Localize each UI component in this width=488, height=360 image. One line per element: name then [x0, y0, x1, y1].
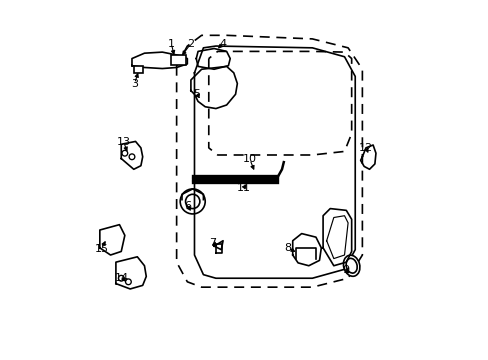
Text: 3: 3 — [131, 78, 138, 89]
Text: 7: 7 — [209, 238, 216, 248]
FancyBboxPatch shape — [134, 66, 142, 73]
Ellipse shape — [346, 258, 356, 273]
Text: 5: 5 — [192, 89, 200, 99]
Text: 14: 14 — [115, 273, 129, 283]
Ellipse shape — [343, 255, 359, 276]
Text: 9: 9 — [341, 265, 348, 275]
Text: 10: 10 — [243, 154, 256, 164]
Text: 1: 1 — [167, 39, 174, 49]
Text: 8: 8 — [284, 243, 291, 253]
Text: 13: 13 — [117, 138, 130, 148]
Text: 15: 15 — [94, 244, 108, 253]
FancyBboxPatch shape — [171, 55, 185, 65]
Text: 12: 12 — [358, 143, 372, 153]
Text: 11: 11 — [236, 183, 250, 193]
Text: 4: 4 — [219, 39, 226, 49]
Text: 6: 6 — [183, 201, 190, 211]
Text: 2: 2 — [187, 39, 194, 49]
